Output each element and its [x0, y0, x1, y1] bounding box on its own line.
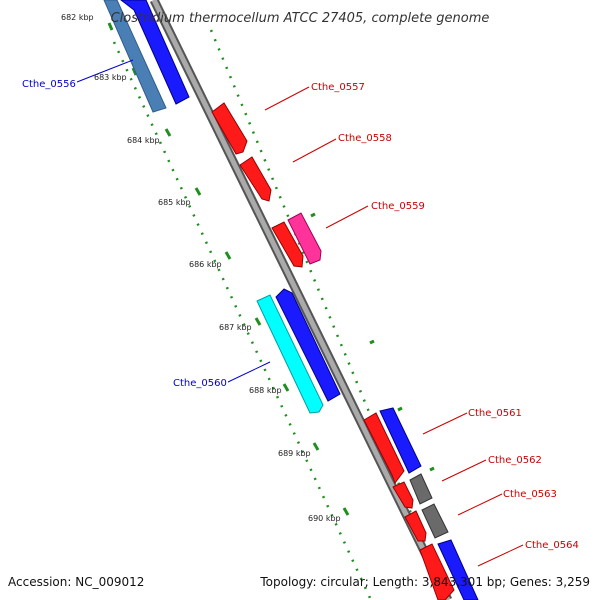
gene-features	[103, 0, 479, 600]
gene-label-cthe-0558[interactable]: Cthe_0558	[338, 133, 392, 144]
tick-label-688: 688 kbp	[249, 386, 282, 395]
gene-cthe-0563-gray[interactable]	[421, 503, 449, 539]
tick-label-687: 687 kbp	[219, 323, 252, 332]
gene-cthe-0558[interactable]	[239, 156, 272, 202]
inner-dotted-track	[112, 41, 372, 599]
gene-label-cthe-0564[interactable]: Cthe_0564	[525, 540, 579, 551]
gene-cthe-0560-blue[interactable]	[275, 288, 341, 402]
gene-cthe-0564-blue[interactable]	[437, 539, 479, 600]
tick-label-684: 684 kbp	[127, 136, 160, 145]
tick-label-690: 690 kbp	[308, 514, 341, 523]
outer-dotted-track	[209, 29, 448, 599]
tick-label-685: 685 kbp	[158, 198, 191, 207]
genome-summary-text: Topology: circular; Length: 3,843,301 bp…	[259, 575, 590, 589]
gene-cthe-0556-right-block[interactable]	[120, 0, 190, 105]
gene-cthe-0559-red[interactable]	[271, 221, 304, 268]
accession-text: Accession: NC_009012	[8, 575, 144, 589]
gene-cthe-0564-red[interactable]	[419, 543, 455, 600]
gene-label-cthe-0561[interactable]: Cthe_0561	[468, 408, 522, 419]
gene-label-cthe-0556[interactable]: Cthe_0556	[22, 79, 76, 90]
genome-backbone-highlight	[151, 0, 451, 600]
gene-label-cthe-0563[interactable]: Cthe_0563	[503, 489, 557, 500]
map-title: Clostridium thermocellum ATCC 27405, com…	[111, 11, 490, 26]
gene-cthe-0561-blue[interactable]	[379, 407, 422, 474]
gene-cthe-0559-magenta[interactable]	[287, 212, 322, 265]
gene-label-cthe-0557[interactable]: Cthe_0557	[311, 82, 365, 93]
tick-label-683: 683 kbp	[94, 73, 127, 82]
gene-cthe-0563-red[interactable]	[404, 510, 427, 542]
tick-label-682: 682 kbp	[61, 13, 94, 22]
leader-lines	[76, 59, 524, 567]
gene-label-cthe-0559[interactable]: Cthe_0559	[371, 201, 425, 212]
gene-cthe-0557[interactable]	[211, 102, 248, 155]
gene-labels: Cthe_0556 Cthe_0560 Cthe_0557 Cthe_0558 …	[22, 79, 579, 551]
tick-label-689: 689 kbp	[278, 449, 311, 458]
gene-cthe-0561[interactable]	[363, 412, 405, 485]
gene-label-cthe-0562[interactable]: Cthe_0562	[488, 455, 542, 466]
gene-label-cthe-0560[interactable]: Cthe_0560	[173, 378, 227, 389]
gene-cthe-0562-red[interactable]	[392, 481, 414, 509]
tick-labels: 682 kbp 683 kbp 684 kbp 685 kbp 686 kbp …	[61, 13, 341, 523]
gene-cthe-0562-gray[interactable]	[409, 473, 433, 505]
gene-cthe-0556-left-block[interactable]	[103, 0, 167, 113]
gene-cthe-0560-cyan[interactable]	[256, 294, 324, 414]
major-ticks	[107, 22, 435, 516]
tick-label-686: 686 kbp	[189, 260, 222, 269]
